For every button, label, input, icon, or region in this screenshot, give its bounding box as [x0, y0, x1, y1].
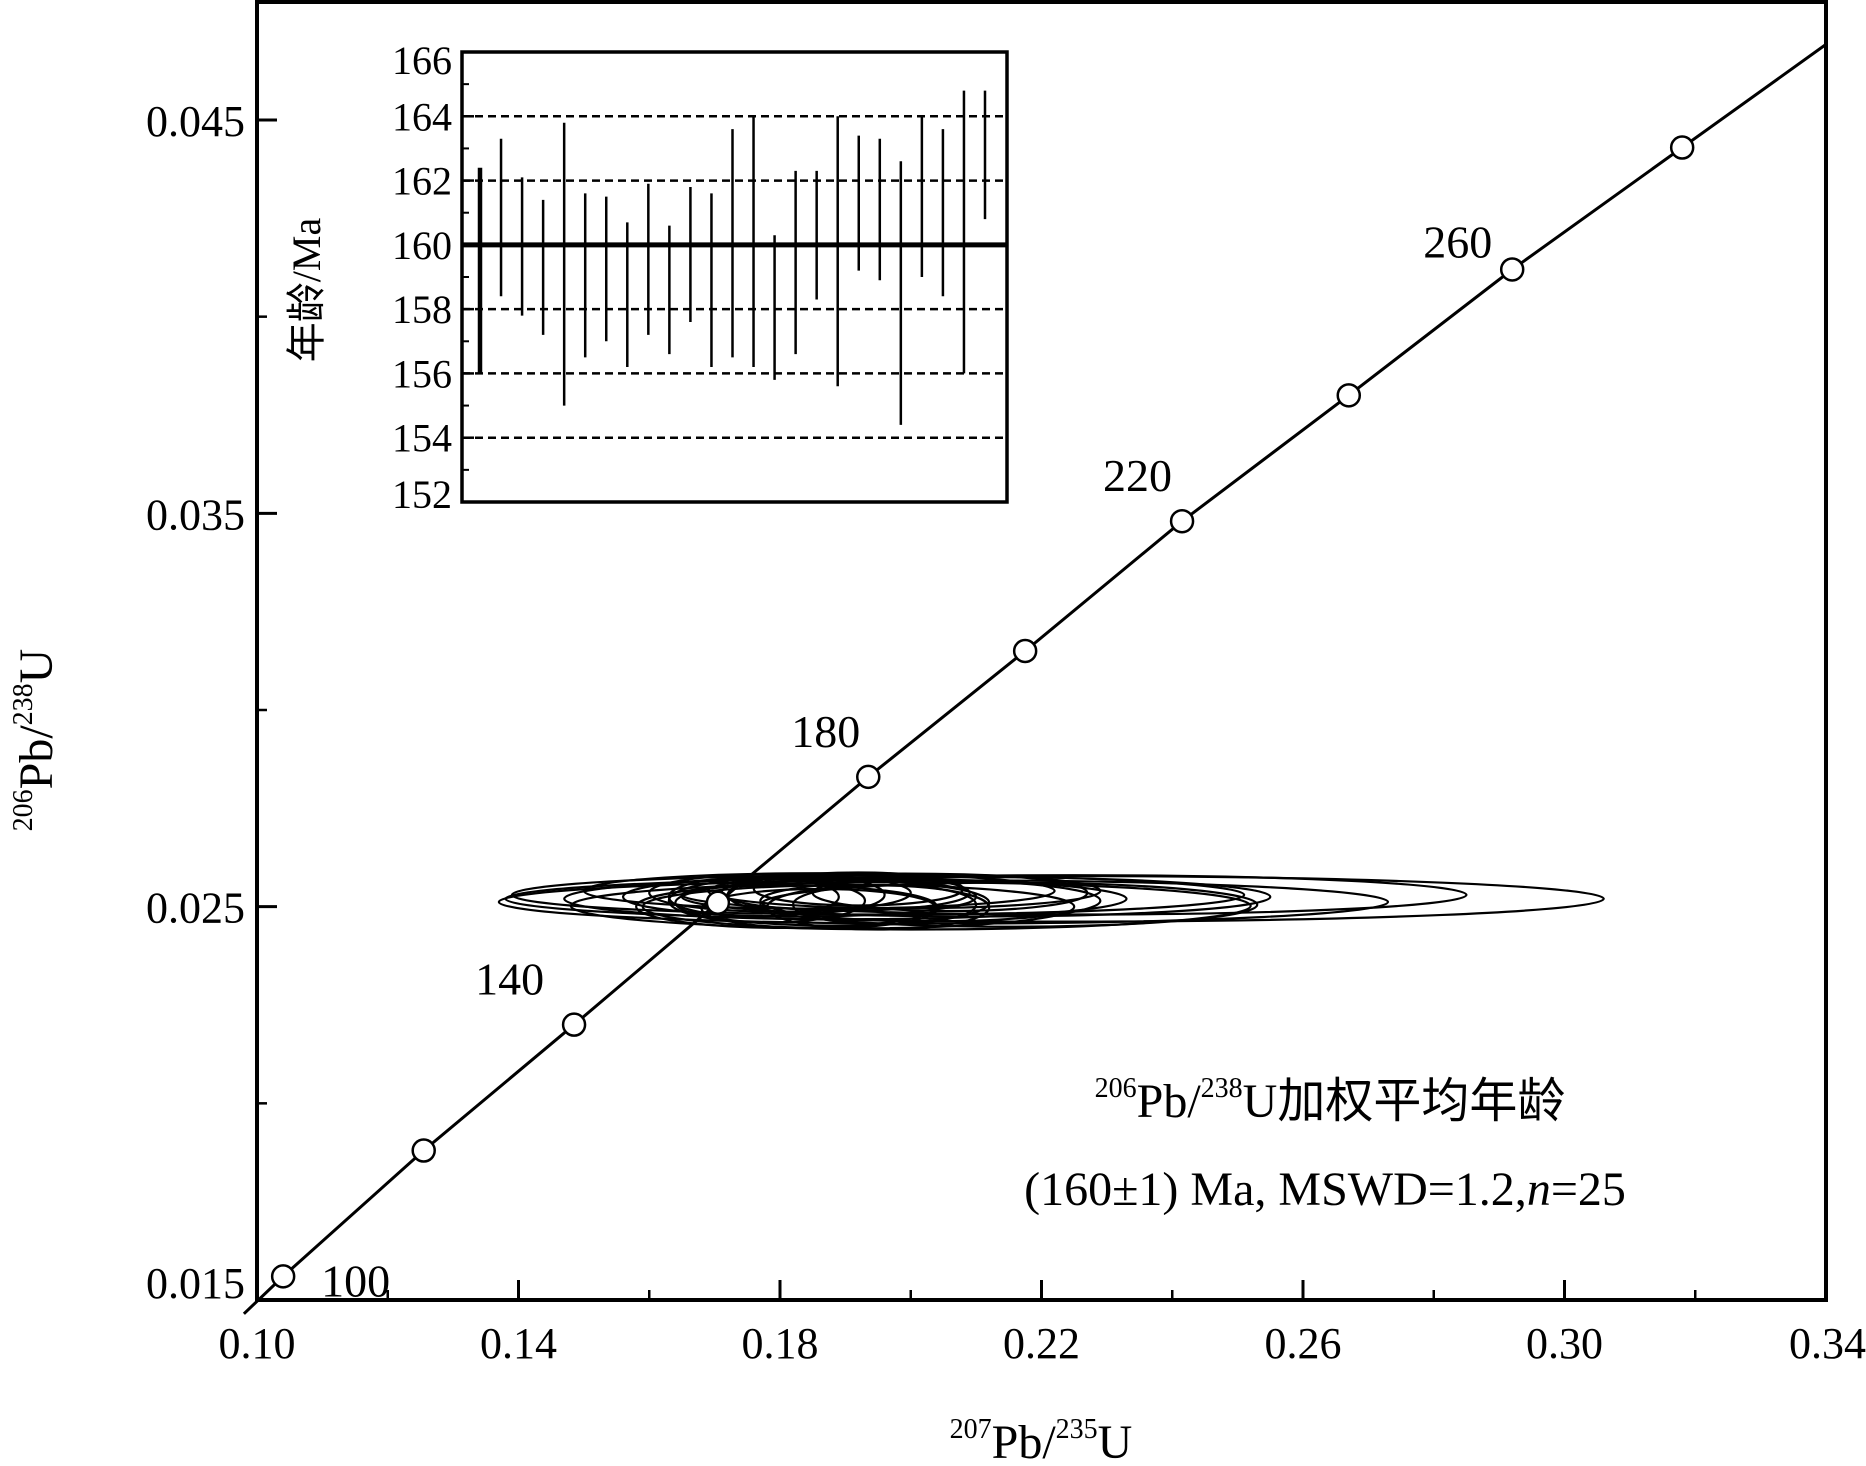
y-axis: 0.015 0.025 0.035 0.045	[146, 97, 277, 1308]
x-tick-label: 0.34	[1789, 1319, 1866, 1368]
concordia-curve: 100 140 180 220 260	[242, 43, 1827, 1315]
y-tick-label: 0.035	[146, 490, 245, 539]
inset-dashed-grid	[462, 115, 1007, 439]
inset-frame	[460, 50, 1009, 504]
concordia-age-label: 260	[1423, 216, 1492, 267]
x-tick-label: 0.18	[742, 1319, 819, 1368]
inset-y-tick-label: 166	[392, 38, 452, 83]
concordia-age-marker	[705, 890, 731, 915]
y-tick-label: 0.015	[146, 1259, 245, 1308]
concordia-age-label: 180	[791, 706, 860, 757]
error-ellipse	[680, 874, 1468, 916]
x-tick-label: 0.30	[1526, 1319, 1603, 1368]
x-axis: 0.10 0.14 0.18 0.22 0.26 0.30 0.34	[219, 1280, 1866, 1368]
annotation-line1: 206Pb/238U加权平均年龄	[1095, 1073, 1566, 1128]
inset-y-axis-title: 年龄/Ma	[284, 218, 329, 363]
inset-y-tick-label: 152	[392, 472, 452, 517]
x-tick-label: 0.26	[1265, 1319, 1342, 1368]
inset-y-tick-label: 162	[392, 159, 452, 204]
error-ellipse	[667, 876, 840, 918]
inset-error-bars	[477, 90, 987, 425]
error-ellipses	[497, 871, 1605, 931]
concordia-line	[242, 43, 1827, 1315]
error-ellipse	[635, 884, 938, 930]
y-tick-label: 0.045	[146, 97, 245, 146]
error-ellipse	[759, 879, 1102, 923]
annotation-line2: (160±1) Ma, MSWD=1.2,n=25	[1024, 1163, 1626, 1216]
concordia-age-marker	[1012, 638, 1038, 664]
concordia-age-marker	[1669, 135, 1695, 160]
concordia-age-marker	[1499, 257, 1525, 282]
inset-y-tick-label: 156	[392, 351, 452, 396]
concordia-age-label: 100	[321, 1255, 390, 1306]
concordia-age-marker	[270, 1264, 296, 1289]
error-ellipse	[680, 876, 1272, 918]
x-tick-label: 0.22	[1003, 1319, 1080, 1368]
concordia-age-marker	[1169, 508, 1195, 534]
inset-y-tick-label: 154	[392, 416, 452, 461]
concordia-age-marker	[561, 1012, 587, 1037]
y-tick-label: 0.025	[146, 884, 245, 933]
inset-y-axis: 152 154 156 158 160 162 164 166	[392, 38, 474, 517]
inset-y-tick-label: 164	[392, 94, 452, 139]
concordia-age-marker	[1336, 383, 1362, 408]
inset-y-tick-label: 160	[392, 223, 452, 268]
concordia-age-label: 140	[475, 954, 544, 1005]
inset-age-plot: 152 154 156 158 160 162 164 166 年龄/Ma	[284, 38, 1009, 517]
y-axis-title: 206Pb/238U	[8, 649, 63, 832]
x-axis-title: 207Pb/235U	[950, 1414, 1133, 1466]
inset-y-tick-label: 158	[392, 287, 452, 332]
x-tick-label: 0.10	[219, 1319, 296, 1368]
concordia-age-marker	[411, 1138, 436, 1163]
error-ellipse	[811, 873, 1089, 913]
concordia-age-marker	[856, 764, 881, 790]
x-tick-label: 0.14	[480, 1319, 557, 1368]
concordia-age-label: 220	[1103, 450, 1172, 501]
